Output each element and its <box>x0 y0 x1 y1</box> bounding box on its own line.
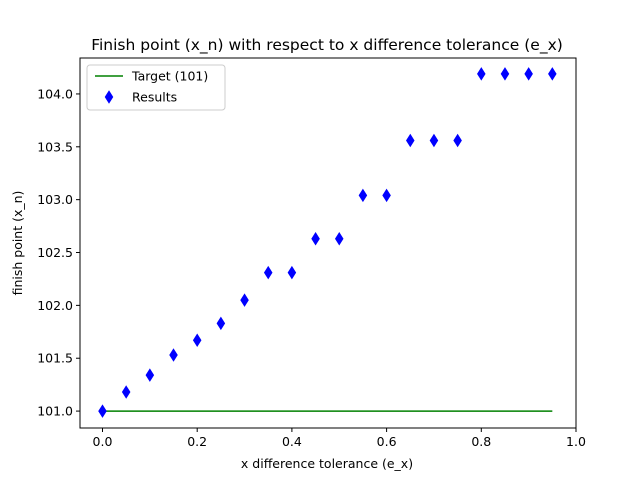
result-point <box>263 265 273 280</box>
plot-area <box>80 58 576 428</box>
plot-frame <box>79 57 577 429</box>
result-point <box>477 67 486 81</box>
chart-marks <box>98 67 557 418</box>
result-point <box>240 293 249 307</box>
result-point <box>145 368 155 382</box>
result-point <box>382 188 391 203</box>
x-axis: 0.0 0.2 0.4 0.6 0.8 1.0 <box>93 428 586 449</box>
x-tick-label: 0.4 <box>282 434 302 449</box>
x-tick-label: 0.2 <box>187 434 207 449</box>
result-point <box>121 385 131 399</box>
result-point <box>98 404 107 418</box>
result-point <box>334 232 344 246</box>
y-axis: 101.0 101.5 102.0 102.5 103.0 103.5 104.0 <box>37 86 80 419</box>
result-point <box>500 67 510 81</box>
result-point <box>405 133 415 148</box>
x-tick-label: 0.6 <box>377 434 397 449</box>
result-point <box>358 188 368 203</box>
result-point <box>169 348 178 362</box>
y-tick-label: 103.0 <box>37 192 73 207</box>
result-point <box>192 333 202 348</box>
y-tick-label: 103.5 <box>37 139 73 154</box>
y-tick-label: 104.0 <box>37 86 73 101</box>
y-tick-label: 101.0 <box>37 404 73 419</box>
result-point <box>524 67 533 81</box>
chart-title: Finish point (x_n) with respect to x dif… <box>91 36 563 55</box>
y-tick-label: 102.5 <box>37 245 73 260</box>
x-axis-label: x difference tolerance (e_x) <box>241 456 413 471</box>
legend-results-swatch <box>104 90 114 104</box>
y-axis-label: finish point (x_n) <box>10 191 25 296</box>
result-point <box>429 133 439 148</box>
y-tick-label: 101.5 <box>37 351 73 366</box>
legend-results-label: Results <box>132 90 177 105</box>
y-tick-label: 102.0 <box>37 298 73 313</box>
legend: Target (101) Results <box>86 64 226 111</box>
result-point <box>216 316 226 331</box>
x-tick-label: 1.0 <box>566 434 586 449</box>
x-tick-label: 0.0 <box>93 434 113 449</box>
result-point <box>287 265 297 280</box>
result-point <box>548 67 557 81</box>
legend-target-label: Target (101) <box>131 69 208 84</box>
result-point <box>311 232 320 246</box>
x-tick-label: 0.8 <box>471 434 491 449</box>
result-point <box>453 133 462 148</box>
